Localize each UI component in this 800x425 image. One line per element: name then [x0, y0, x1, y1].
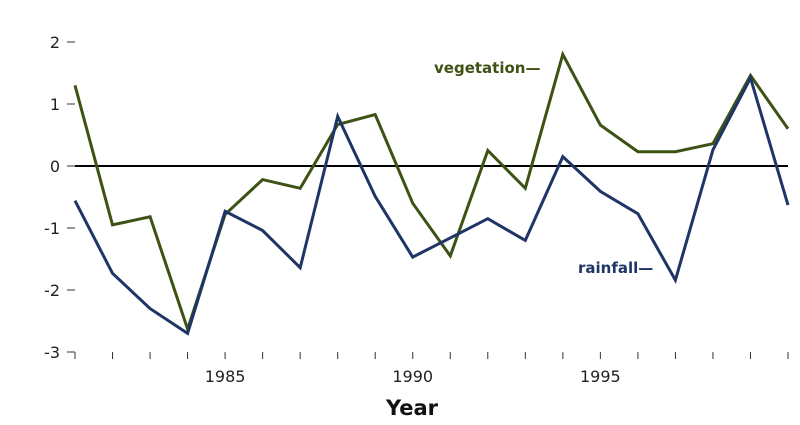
series-line-rainfall: [73, 74, 790, 336]
series-label-rainfall: rainfall—: [578, 259, 653, 277]
y-tick-label: 2: [50, 33, 60, 52]
series-group: [73, 50, 790, 336]
x-tick-label: 1995: [580, 367, 621, 386]
y-axis: 2 1 0 -1 -2 -3: [44, 33, 75, 362]
y-tick-label: 1: [50, 95, 60, 114]
y-tick-label: -1: [44, 219, 60, 238]
x-axis: 1985 1990 1995: [74, 352, 789, 386]
y-tick-label: 0: [50, 157, 60, 176]
y-tick-label: -3: [44, 343, 60, 362]
x-axis-label: Year: [385, 396, 439, 420]
x-tick-label: 1990: [392, 367, 433, 386]
series-line-vegetation: [73, 50, 790, 334]
y-tick-label: -2: [44, 281, 60, 300]
series-label-vegetation: vegetation—: [434, 59, 540, 77]
x-tick-label: 1985: [205, 367, 246, 386]
